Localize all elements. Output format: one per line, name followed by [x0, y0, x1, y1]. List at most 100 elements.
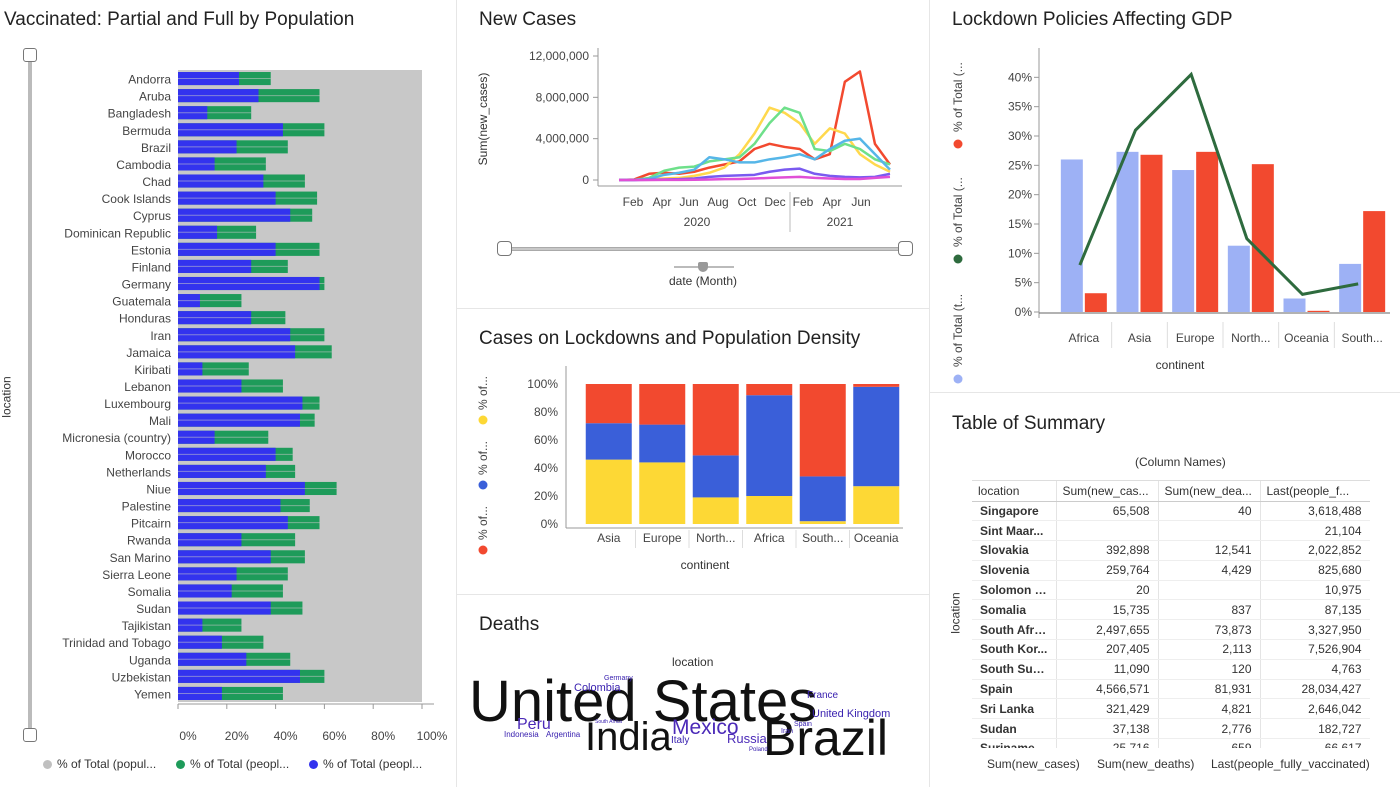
- y-tick-label: 80%: [534, 405, 558, 419]
- location-label: Palestine: [122, 500, 172, 514]
- gdp-bar-red: [1307, 310, 1330, 312]
- table-row[interactable]: South Sud... 11,090 120 4,763: [972, 659, 1370, 680]
- column-header[interactable]: Sum(new_dea...: [1158, 481, 1261, 502]
- location-label: Aruba: [139, 90, 171, 104]
- location-label: Dominican Republic: [64, 226, 171, 240]
- value-cell: 392,898: [1056, 540, 1159, 561]
- scrollbar-bottom-handle[interactable]: [23, 728, 37, 742]
- table-row[interactable]: Slovenia 259,764 4,429 825,680: [972, 560, 1370, 581]
- scrollbar-track: [28, 54, 32, 736]
- table-row[interactable]: Spain 4,566,571 81,931 28,034,427: [972, 679, 1370, 700]
- cloud-word[interactable]: United Kingdom: [812, 708, 891, 720]
- legend-label: % of Total (...: [951, 62, 965, 132]
- cloud-word[interactable]: India: [585, 715, 672, 759]
- case-series-line: [618, 70, 892, 182]
- location-label: Luxembourg: [104, 397, 171, 411]
- column-names-label: (Column Names): [1135, 455, 1226, 469]
- stacked-segment: [585, 384, 632, 424]
- y-tick-label: 4,000,000: [536, 132, 590, 146]
- table-row[interactable]: Sudan 37,138 2,776 182,727: [972, 718, 1370, 740]
- slider-right-handle[interactable]: [898, 241, 913, 256]
- table-row[interactable]: Somalia 15,735 837 87,135: [972, 599, 1370, 621]
- cloud-word[interactable]: Indonesia: [504, 730, 539, 739]
- value-cell: 21,104: [1260, 520, 1370, 542]
- value-cell: 182,727: [1260, 718, 1370, 740]
- value-cell: 837: [1158, 599, 1261, 621]
- cloud-word[interactable]: Spain: [794, 721, 812, 728]
- legend-label: % of Total (peopl...: [323, 757, 423, 771]
- table-row[interactable]: Singapore 65,508 40 3,618,488: [972, 501, 1370, 522]
- location-cell: Spain: [972, 679, 1057, 700]
- year-label: 2020: [684, 215, 711, 229]
- table-row[interactable]: Sint Maar... 21,104: [972, 520, 1370, 542]
- x-tick-label: Apr: [653, 195, 672, 209]
- cloud-word[interactable]: Mexico: [672, 716, 739, 739]
- cloud-word[interactable]: Russia: [727, 731, 767, 746]
- cloud-word[interactable]: United States: [469, 669, 818, 734]
- stacked-segment: [692, 497, 739, 524]
- value-cell: 81,931: [1158, 679, 1261, 700]
- x-tick-label: Asia: [1128, 331, 1152, 345]
- cloud-word[interactable]: Colombia: [574, 682, 621, 694]
- table-row[interactable]: South Afri... 2,497,655 73,873 3,327,950: [972, 619, 1370, 641]
- month-slider-thumb[interactable]: [698, 262, 708, 272]
- location-cell: Singapore: [972, 501, 1057, 522]
- cloud-word[interactable]: Argentina: [546, 730, 581, 739]
- location-label: San Marino: [110, 551, 172, 565]
- cloud-word[interactable]: France: [807, 690, 839, 701]
- cloud-word[interactable]: Peru: [517, 716, 551, 733]
- stacked-segment: [585, 423, 632, 460]
- cloud-word[interactable]: Germany: [604, 675, 633, 682]
- x-tick-label: Africa: [1068, 331, 1099, 345]
- location-label: Tajikistan: [122, 619, 171, 633]
- value-cell: 15,735: [1056, 599, 1159, 621]
- legend-dot: [478, 545, 488, 555]
- location-label: Cyprus: [133, 209, 171, 223]
- location-label: Chad: [142, 175, 171, 189]
- location-label: Morocco: [125, 448, 171, 462]
- x-tick-label: 40%: [274, 729, 298, 743]
- year-label: 2021: [827, 215, 854, 229]
- table-row[interactable]: Suriname25,71665966,617: [972, 738, 1370, 748]
- table-body: Singapore 65,508 40 3,618,488 Sint Maar... 21…: [972, 501, 1370, 748]
- cloud-word[interactable]: Iran: [781, 728, 794, 735]
- cloud-word[interactable]: Poland: [749, 747, 768, 753]
- separator-5: [930, 392, 1400, 393]
- x-tick-label: Jun: [851, 195, 870, 209]
- summary-table[interactable]: location Sum(new_cas... Sum(new_dea... Last…: [972, 480, 1370, 748]
- value-cell: [1056, 520, 1159, 542]
- value-cell: 28,034,427: [1260, 679, 1370, 700]
- column-header[interactable]: Sum(new_cas...: [1056, 481, 1159, 502]
- date-range-slider[interactable]: [497, 240, 914, 258]
- x-tick-label: Europe: [643, 531, 682, 545]
- location-label: Sierra Leone: [102, 568, 171, 582]
- gdp-chart: 0% 5% 10% 15% 20% 25% 30% 35% 40% Africa Asia Europ…: [951, 48, 1390, 384]
- location-label: Iran: [150, 329, 171, 343]
- location-label: Estonia: [131, 243, 171, 257]
- table-row[interactable]: Solomon I... 20 10,975: [972, 580, 1370, 601]
- table-row[interactable]: Sri Lanka 321,429 4,821 2,646,042: [972, 698, 1370, 720]
- vaccinated-chart: Andorra Aruba Bangladesh Bermuda Brazil Cambo…: [62, 70, 448, 743]
- stacked-segment: [746, 496, 793, 524]
- value-cell: 120: [1158, 659, 1261, 680]
- cloud-word[interactable]: Brazil: [763, 710, 889, 766]
- value-cell: [1158, 580, 1261, 601]
- value-cell: 4,821: [1158, 698, 1261, 720]
- vaccinated-scrollbar[interactable]: [23, 48, 37, 742]
- lockdowns-chart: 0% 20% 40% 60% 80% 100% Asia Europe North... Afri…: [476, 366, 903, 572]
- deaths-header: location: [672, 655, 714, 669]
- cloud-word[interactable]: South Africa: [595, 719, 622, 725]
- table-row[interactable]: Slovakia 392,898 12,541 2,022,852: [972, 540, 1370, 561]
- table-row[interactable]: South Kor... 207,405 2,113 7,526,904: [972, 639, 1370, 660]
- location-label: Somalia: [128, 585, 172, 599]
- month-slider[interactable]: [674, 262, 734, 273]
- column-header[interactable]: Last(people_f...: [1260, 481, 1370, 502]
- cloud-word[interactable]: Italy: [671, 735, 690, 746]
- column-header[interactable]: location: [972, 481, 1057, 502]
- x-tick-label: 80%: [371, 729, 395, 743]
- scrollbar-top-handle[interactable]: [23, 48, 37, 62]
- gdp-title: Lockdown Policies Affecting GDP: [952, 9, 1233, 30]
- value-cell: 3,327,950: [1260, 619, 1370, 641]
- location-label: Mali: [149, 414, 171, 428]
- slider-left-handle[interactable]: [497, 241, 512, 256]
